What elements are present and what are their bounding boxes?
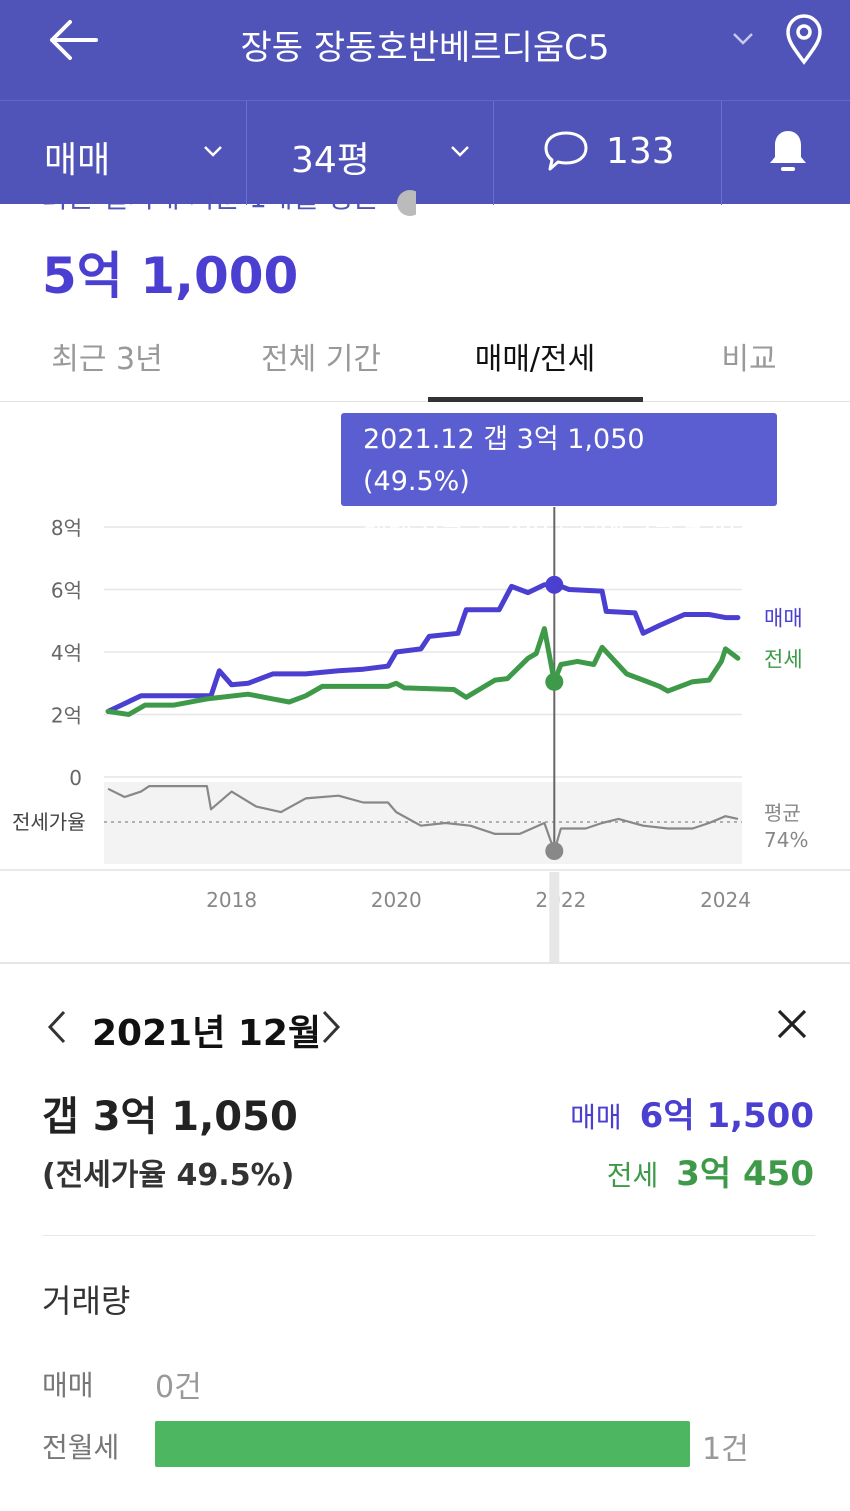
chevron-down-icon[interactable] bbox=[730, 28, 756, 48]
volume-count-lease: 1건 bbox=[702, 1432, 749, 1467]
x-tick-label: 2022 bbox=[535, 888, 586, 912]
x-tick-label: 2024 bbox=[700, 888, 751, 912]
speech-bubble-icon bbox=[544, 131, 588, 171]
detail-date: 2021년 12월 bbox=[92, 1013, 322, 1054]
divider bbox=[42, 1235, 815, 1236]
sale-label: 매매 bbox=[570, 1101, 622, 1134]
comments-button[interactable]: 133 bbox=[494, 101, 722, 205]
chart-tooltip: 2021.12 갭 3억 1,050 (49.5%) 매매 6억 1,500 /… bbox=[341, 413, 777, 539]
location-pin-icon[interactable] bbox=[782, 12, 826, 66]
y-tick-label: 6억 bbox=[51, 579, 82, 603]
volume-label-lease: 전월세 bbox=[42, 1431, 120, 1464]
lease-value: 3억 450 bbox=[676, 1154, 814, 1194]
active-tab-indicator bbox=[428, 397, 643, 402]
ratio-highlight-point bbox=[545, 842, 564, 861]
lease-series-line bbox=[105, 626, 741, 717]
close-icon[interactable] bbox=[776, 1008, 808, 1040]
bell-icon bbox=[770, 131, 806, 171]
volume-title: 거래량 bbox=[42, 1282, 131, 1320]
filter-bar: 매매 34평 133 bbox=[0, 100, 850, 205]
lease-label: 전세 bbox=[606, 1159, 659, 1192]
summary-caption: 최근 실거래 기준 1개월 평균 bbox=[42, 188, 416, 218]
ratio-band-bg bbox=[104, 782, 742, 864]
tab-all-period[interactable]: 전체 기간 bbox=[261, 342, 381, 377]
lease-highlight-point bbox=[545, 672, 564, 691]
comment-count: 133 bbox=[606, 131, 675, 172]
sheet-divider bbox=[0, 962, 850, 964]
app-header: 장동 장동호반베르디움C5 bbox=[0, 0, 850, 100]
sale-series-label: 매매 bbox=[764, 607, 803, 631]
help-icon[interactable] bbox=[396, 189, 416, 217]
sale-value: 6억 1,500 bbox=[639, 1096, 814, 1136]
sale-price-row: 매매 6억 1,500 bbox=[570, 1088, 814, 1137]
chevron-right-icon[interactable] bbox=[318, 1008, 344, 1046]
sale-series-line bbox=[105, 582, 741, 714]
y-tick-label: 8억 bbox=[51, 516, 82, 540]
x-tick-label: 2020 bbox=[371, 888, 422, 912]
volume-label-sale: 매매 bbox=[42, 1369, 94, 1402]
area-selector[interactable]: 34평 bbox=[247, 101, 494, 205]
sale-highlight-point bbox=[545, 575, 564, 594]
deal-type-label: 매매 bbox=[44, 140, 111, 181]
chevron-left-icon[interactable] bbox=[44, 1008, 70, 1046]
back-arrow-icon[interactable] bbox=[48, 16, 104, 64]
page-title[interactable]: 장동 장동호반베르디움C5 bbox=[240, 28, 610, 68]
deal-type-selector[interactable]: 매매 bbox=[0, 101, 247, 205]
volume-count-sale: 0건 bbox=[155, 1370, 202, 1405]
y-tick-label: 2억 bbox=[51, 704, 82, 728]
ratio-series-line bbox=[107, 785, 739, 853]
period-tabs: 최근 3년 전체 기간 매매/전세 비교 bbox=[0, 322, 850, 402]
chevron-down-icon bbox=[204, 146, 222, 157]
lease-price-row: 전세 3억 450 bbox=[607, 1146, 814, 1195]
ratio-axis-label: 전세가율 bbox=[12, 810, 86, 834]
lease-series-label: 전세 bbox=[764, 647, 803, 671]
gap-value: 갭 3억 1,050 bbox=[42, 1094, 298, 1140]
tab-compare[interactable]: 비교 bbox=[721, 342, 777, 377]
x-tick-label: 2018 bbox=[206, 888, 257, 912]
y-tick-label: 0 bbox=[69, 766, 82, 790]
tab-recent-3y[interactable]: 최근 3년 bbox=[51, 342, 163, 377]
tooltip-line-1: 2021.12 갭 3억 1,050 (49.5%) bbox=[363, 424, 645, 497]
area-label: 34평 bbox=[291, 140, 370, 181]
y-tick-label: 4억 bbox=[51, 641, 82, 665]
highlight-stem bbox=[549, 872, 560, 962]
summary-price: 5억 1,000 bbox=[42, 247, 299, 305]
tooltip-line-2: 매매 6억 1,500 / 전세 3억 450 bbox=[363, 508, 736, 539]
ratio-average-value: 74% bbox=[764, 828, 808, 852]
summary-caption-text: 최근 실거래 기준 1개월 평균 bbox=[42, 188, 379, 214]
volume-bar-lease bbox=[155, 1421, 690, 1467]
lease-ratio-value: (전세가율 49.5%) bbox=[42, 1158, 295, 1193]
ratio-average-label: 평균 bbox=[764, 801, 801, 825]
tab-sale-lease[interactable]: 매매/전세 bbox=[474, 342, 596, 377]
notification-button[interactable] bbox=[722, 101, 850, 205]
chevron-down-icon bbox=[451, 146, 469, 157]
